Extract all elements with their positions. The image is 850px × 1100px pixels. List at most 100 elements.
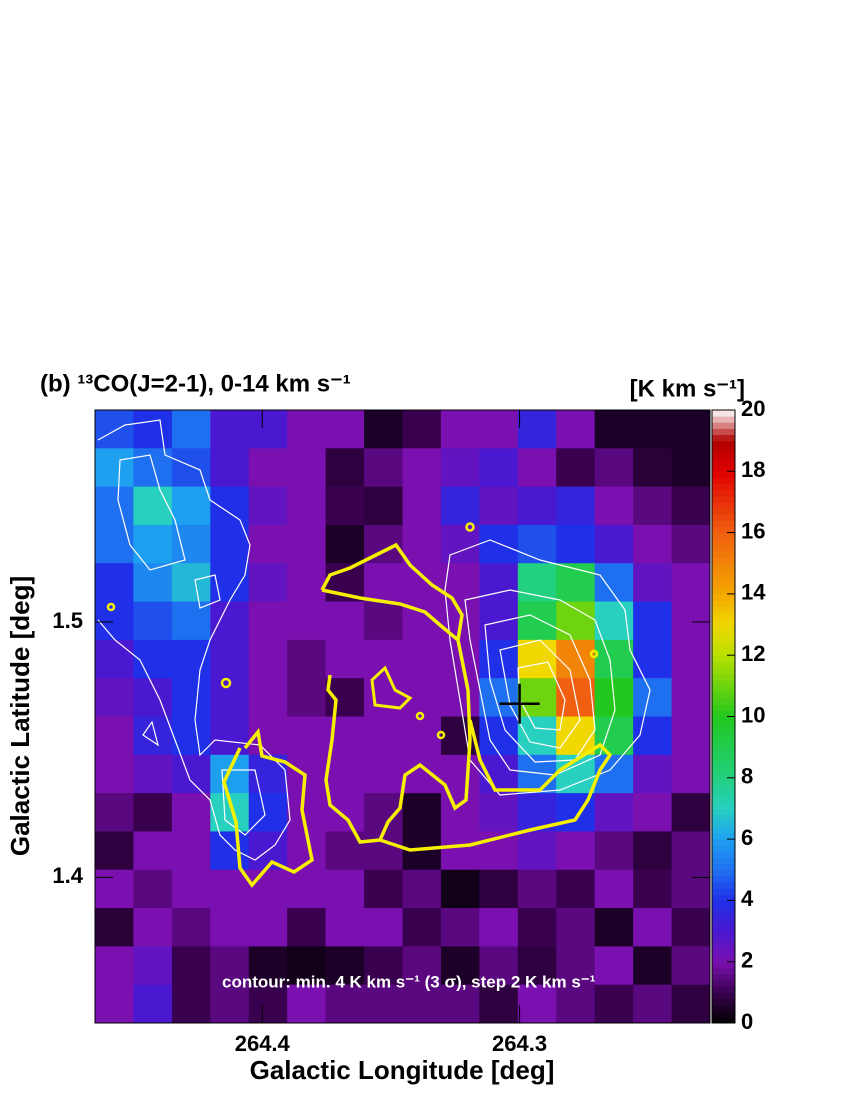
heatmap-cell: [364, 410, 403, 449]
heatmap-cell: [517, 639, 557, 679]
heatmap-cell: [287, 984, 327, 1024]
colorbar-segment: [712, 452, 735, 460]
heatmap-cell: [325, 869, 365, 909]
colorbar-segment: [712, 642, 735, 650]
colorbar-segment: [712, 661, 735, 668]
colorbar-segment: [712, 765, 735, 773]
heatmap-cell: [402, 524, 442, 564]
heatmap-cell: [133, 678, 173, 717]
heatmap-cell: [556, 639, 596, 679]
colorbar-segment: [712, 747, 735, 754]
heatmap-cell: [364, 908, 403, 947]
colorbar-segment: [712, 912, 735, 920]
heatmap-cell: [364, 448, 403, 488]
colorbar-segment: [712, 557, 735, 564]
heatmap-cell: [633, 524, 673, 564]
heatmap-cell: [517, 524, 557, 564]
heatmap-cell: [325, 410, 365, 449]
colorbar-segment: [712, 918, 735, 926]
chart-title: (b) ¹³CO(J=2-1), 0-14 km s⁻¹: [40, 370, 351, 397]
heatmap-cell: [517, 908, 557, 947]
colorbar-segment: [712, 992, 735, 999]
heatmap-cell: [95, 410, 134, 449]
heatmap-cell: [287, 678, 327, 717]
heatmap-cell: [402, 946, 442, 986]
heatmap-cell: [325, 946, 365, 986]
heatmap-cell: [248, 869, 288, 909]
colorbar-segment: [712, 839, 735, 846]
heatmap-cell: [479, 601, 519, 641]
heatmap-cell: [325, 908, 365, 947]
colorbar-segment: [712, 673, 735, 681]
region-outline: [415, 711, 425, 721]
colorbar-segment: [712, 949, 735, 957]
heatmap-cell: [594, 448, 634, 488]
colorbar-segment: [712, 655, 735, 662]
intensity-contour: [142, 720, 159, 747]
intensity-contour: [444, 539, 651, 796]
heatmap-cell: [210, 448, 250, 488]
heatmap-cell: [594, 869, 634, 909]
colorbar-segment: [712, 563, 735, 570]
heatmap-cell: [210, 410, 250, 449]
heatmap-cell: [364, 869, 403, 909]
contours: [97, 419, 651, 888]
heatmap-cell: [479, 639, 519, 679]
heatmap-cell: [364, 831, 403, 871]
colorbar-segment: [712, 710, 735, 717]
heatmap-cell: [210, 486, 250, 526]
heatmap-cell: [671, 524, 711, 564]
colorbar-segment: [712, 698, 735, 705]
heatmap-cell: [95, 716, 134, 756]
heatmap-cell: [633, 754, 673, 794]
heatmap-cell: [364, 716, 403, 756]
heatmap-cell: [633, 984, 673, 1024]
heatmap-cell: [594, 716, 634, 756]
region-outline: [589, 649, 599, 659]
y-tick-label: 1.4: [52, 863, 83, 888]
region-outline: [222, 542, 613, 888]
colorbar-segment: [712, 606, 735, 613]
heatmap-cell: [325, 984, 365, 1024]
heatmap-cell: [133, 486, 173, 526]
colorbar-segment: [712, 416, 735, 423]
colorbar-segment: [712, 501, 735, 509]
heatmap-cell: [633, 908, 673, 947]
region-outline: [370, 665, 413, 710]
heatmap-cell: [287, 908, 327, 947]
heatmap-cell: [671, 946, 711, 986]
colorbar-segment: [712, 967, 735, 975]
heatmap-cell: [133, 946, 173, 986]
colorbar-segment: [712, 581, 735, 589]
heatmap-cell: [95, 524, 134, 564]
heatmap-cell: [325, 524, 365, 564]
heatmap-cell: [671, 639, 711, 679]
colorbar-segment: [712, 465, 735, 472]
colorbar-segment: [712, 863, 735, 871]
heatmap-cell: [594, 410, 634, 449]
heatmap-cell: [95, 678, 134, 717]
colorbar-segment: [712, 857, 735, 865]
heatmap-cell: [133, 524, 173, 564]
heatmap-cell: [402, 716, 442, 756]
region-outline: [106, 602, 116, 612]
heatmap-cell: [556, 410, 596, 449]
colorbar-segment: [712, 550, 735, 558]
heatmap-cell: [594, 946, 634, 986]
colorbar-tick-label: 18: [741, 457, 765, 482]
heatmap-cell: [517, 946, 557, 986]
heatmap-cell: [210, 831, 250, 871]
heatmap-cell: [556, 831, 596, 871]
heatmap-cell: [517, 716, 557, 756]
colorbar-segment: [712, 869, 735, 877]
heatmap-cell: [633, 601, 673, 641]
heatmap-cell: [402, 869, 442, 909]
heatmap-cell: [171, 869, 211, 909]
heatmap-cell: [171, 678, 211, 717]
heatmap-cell: [364, 563, 403, 603]
colorbar-segment: [712, 691, 735, 699]
heatmap-cell: [210, 639, 250, 679]
colorbar-segment: [712, 679, 735, 687]
heatmap-cell: [440, 448, 480, 488]
heatmap-cell: [479, 716, 519, 756]
